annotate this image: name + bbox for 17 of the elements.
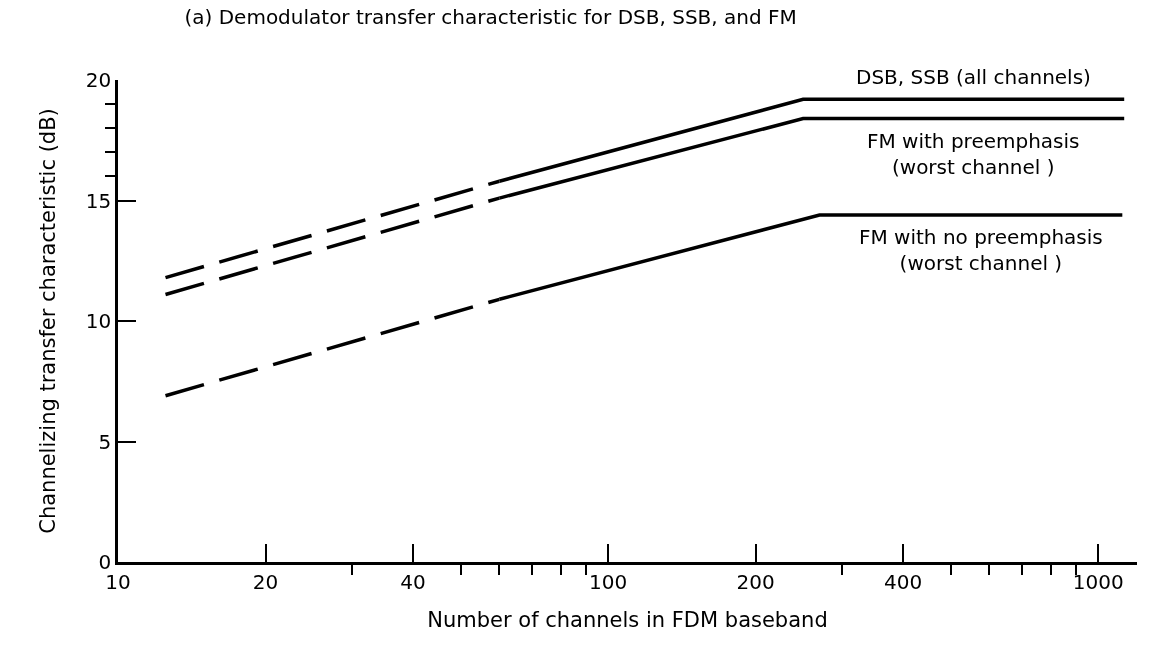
x-tick-label: 100 <box>589 569 628 594</box>
x-tick-label: 400 <box>884 569 923 594</box>
series-label: DSB, SSB (all channels) <box>856 65 1091 89</box>
series-label: FM with no preemphasis (worst channel ) <box>859 225 1103 275</box>
y-tick-label: 5 <box>98 429 112 454</box>
y-tick-label: 20 <box>85 68 112 92</box>
x-tick-label: 40 <box>400 569 426 594</box>
y-axis-title: Channelizing transfer characteristic (dB) <box>35 108 60 534</box>
y-tick-label: 10 <box>85 309 112 333</box>
chart-title: (a) Demodulator transfer characteristic for DSB, SSB, and FM <box>184 4 797 29</box>
x-tick-label: 20 <box>252 569 279 594</box>
x-axis-title: Number of channels in FDM baseband <box>427 607 828 632</box>
y-tick-label: 0 <box>98 550 112 574</box>
x-tick-label: 200 <box>736 569 775 594</box>
y-tick-label: 15 <box>85 188 112 213</box>
x-tick-label: 1000 <box>1072 569 1124 594</box>
series-label: FM with preemphasis (worst channel ) <box>867 129 1080 179</box>
